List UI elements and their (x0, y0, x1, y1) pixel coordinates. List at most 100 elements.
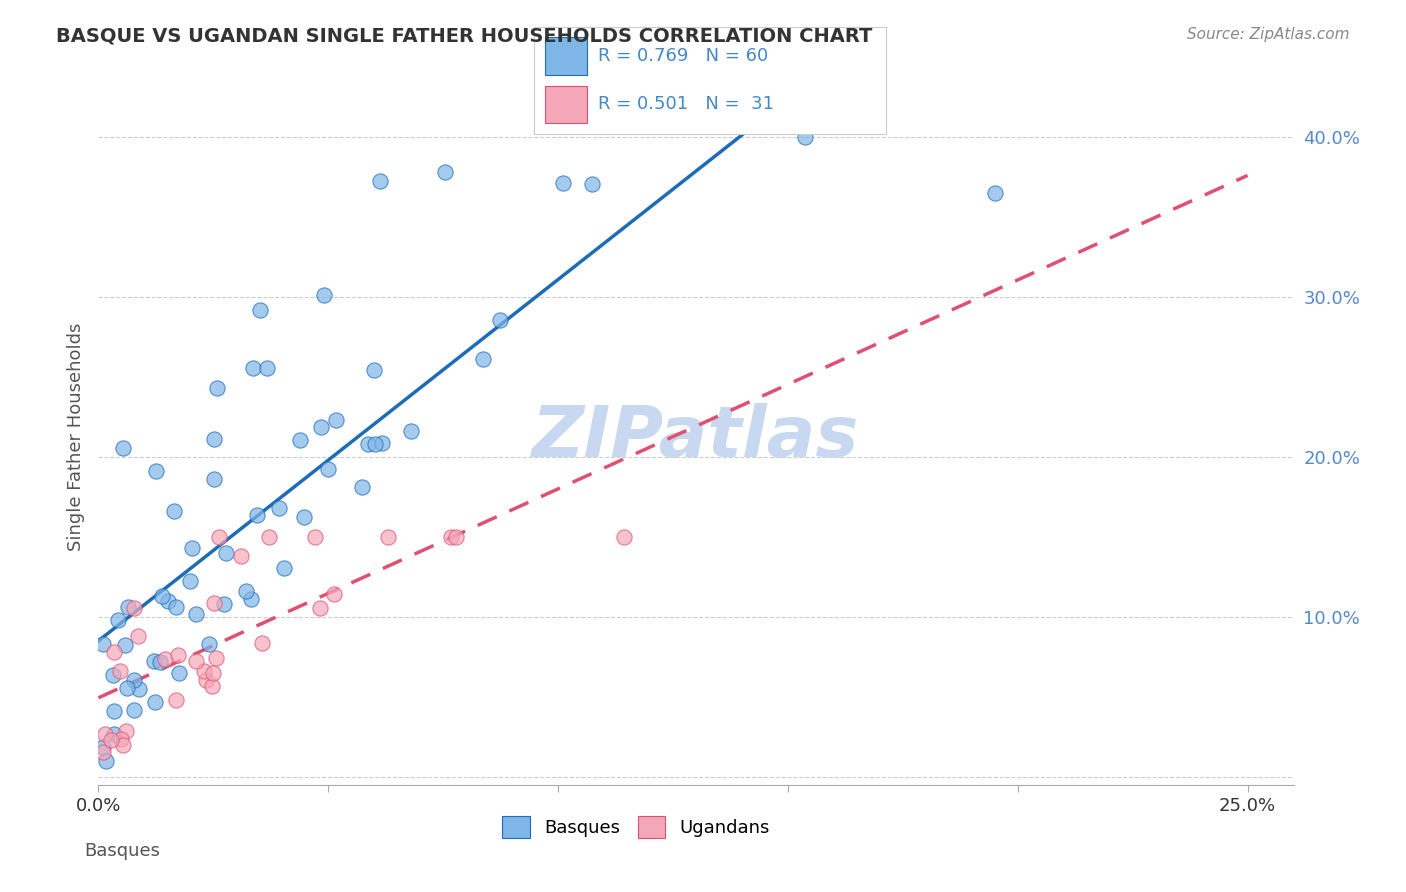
Bar (544, 37, 586, 75)
Point (112, 738, 135, 752)
Point (242, 360, 264, 375)
Point (201, 679, 224, 693)
Point (142, 654, 165, 668)
Point (115, 723, 138, 738)
Text: ZIPatlas: ZIPatlas (533, 402, 859, 472)
Point (202, 596, 225, 610)
Point (984, 186, 1007, 201)
Point (446, 530, 468, 544)
Text: BASQUE VS UGANDAN SINGLE FATHER HOUSEHOLDS CORRELATION CHART: BASQUE VS UGANDAN SINGLE FATHER HOUSEHOL… (56, 27, 873, 45)
Point (103, 704, 125, 718)
Point (204, 651, 226, 665)
Point (110, 665, 132, 679)
Point (267, 500, 290, 515)
Point (184, 655, 207, 669)
Point (273, 561, 295, 575)
Bar (544, 86, 586, 123)
Point (250, 635, 273, 649)
Point (377, 530, 399, 544)
Point (613, 530, 636, 544)
Point (162, 504, 184, 518)
Point (399, 424, 422, 438)
Point (350, 480, 373, 494)
Point (100, 732, 122, 747)
Point (257, 530, 280, 544)
Point (179, 574, 201, 588)
Point (117, 681, 139, 696)
Point (193, 664, 215, 678)
Point (208, 530, 231, 544)
Point (472, 351, 495, 366)
Text: R = 0.769   N = 60: R = 0.769 N = 60 (598, 46, 768, 64)
Point (103, 645, 125, 659)
Point (150, 589, 173, 603)
Point (357, 437, 380, 451)
Point (202, 666, 225, 681)
Point (167, 666, 190, 681)
Point (364, 437, 387, 451)
Point (103, 668, 125, 682)
Point (143, 695, 166, 709)
Y-axis label: Single Father Households: Single Father Households (66, 323, 84, 551)
Point (368, 174, 391, 188)
Point (122, 600, 145, 615)
Point (149, 656, 172, 670)
Point (91, 745, 114, 759)
Point (581, 177, 603, 191)
Point (239, 591, 262, 606)
Point (122, 703, 145, 717)
Point (114, 638, 136, 652)
Point (112, 441, 135, 455)
Point (249, 303, 271, 318)
Text: Source: ZipAtlas.com: Source: ZipAtlas.com (1187, 27, 1350, 42)
Point (231, 549, 253, 563)
Point (212, 597, 235, 611)
Point (157, 594, 180, 608)
Point (235, 584, 257, 599)
Point (323, 587, 346, 601)
Point (489, 313, 512, 327)
Point (165, 599, 187, 614)
Point (122, 673, 145, 687)
Text: Basques: Basques (84, 842, 160, 860)
Point (103, 727, 125, 741)
Point (314, 288, 336, 302)
Point (205, 381, 228, 395)
Point (318, 462, 340, 476)
Point (153, 652, 176, 666)
Point (292, 510, 315, 524)
Point (91, 740, 114, 755)
Point (371, 436, 394, 450)
Point (246, 508, 269, 522)
Point (107, 613, 129, 627)
Point (165, 692, 187, 706)
Point (198, 637, 221, 651)
Point (202, 472, 225, 486)
Point (215, 546, 238, 560)
Point (309, 600, 332, 615)
Point (551, 176, 574, 190)
Point (325, 412, 347, 426)
Point (167, 648, 190, 662)
Legend: Basques, Ugandans: Basques, Ugandans (495, 809, 778, 846)
Point (91, 637, 114, 651)
Point (94, 727, 117, 741)
Point (304, 530, 326, 544)
Point (195, 673, 218, 687)
Point (186, 607, 208, 622)
Point (256, 361, 278, 376)
Point (202, 432, 225, 446)
Point (288, 433, 311, 447)
Point (181, 541, 204, 556)
Point (94, 754, 117, 768)
Point (145, 464, 167, 478)
Point (127, 629, 149, 643)
Text: R = 0.501   N =  31: R = 0.501 N = 31 (598, 95, 773, 112)
Point (117, 599, 139, 614)
Point (363, 362, 385, 376)
Point (309, 419, 332, 434)
Point (433, 165, 456, 179)
Point (128, 681, 150, 696)
Point (110, 732, 132, 747)
Point (439, 530, 461, 544)
